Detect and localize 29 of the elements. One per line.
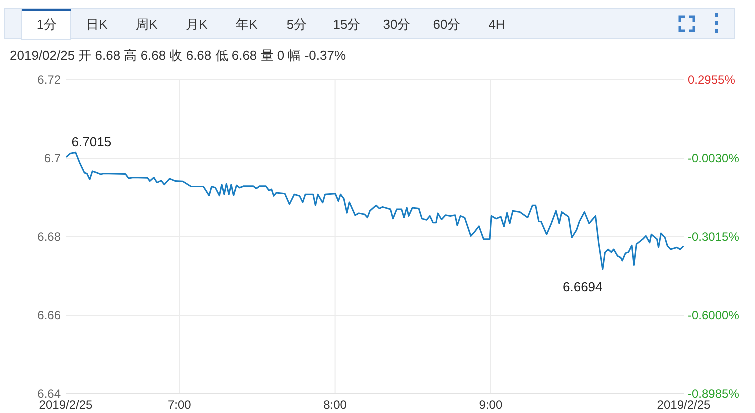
annotation: 6.7015 — [72, 134, 112, 150]
chart-subtitle: 2019/02/25 开 6.68 高 6.68 收 6.68 低 6.68 量 0 幅 -0.37% — [10, 48, 346, 63]
x-tick-label: 2019/2/25 — [657, 398, 712, 412]
text: 月K — [186, 17, 208, 32]
annotation: 6.6694 — [563, 280, 603, 295]
y2-tick-label: -0.6000% — [688, 308, 740, 322]
text: 4H — [488, 17, 506, 32]
text: 年K — [236, 17, 258, 32]
y2-tick-label: -0.8985% — [688, 387, 740, 401]
y2-tick-label: -0.0030% — [688, 152, 740, 166]
text: 5分 — [286, 17, 308, 32]
y2-tick-label: 0.2955% — [688, 73, 736, 87]
y2-tick-label: -0.3015% — [688, 230, 740, 244]
x-tick-label: 2019/2/25 — [39, 398, 94, 412]
text: 日K — [86, 17, 108, 32]
text: 15分 — [333, 17, 361, 32]
line-series — [66, 152, 684, 270]
y-tick-label: 6.72 — [38, 73, 62, 87]
x-tick-label: 9:00 — [479, 398, 503, 412]
x-tick-label: 8:00 — [324, 398, 348, 412]
text: 60分 — [433, 17, 461, 32]
x-tick-label: 7:00 — [168, 398, 192, 412]
text: 30分 — [383, 17, 411, 32]
y-tick-label: 6.7 — [44, 152, 62, 166]
y-tick-label: 6.66 — [38, 308, 62, 322]
y-tick-label: 6.64 — [38, 387, 62, 401]
y-tick-label: 6.68 — [38, 230, 62, 244]
text: 1分 — [36, 17, 58, 32]
text: 周K — [136, 17, 158, 32]
